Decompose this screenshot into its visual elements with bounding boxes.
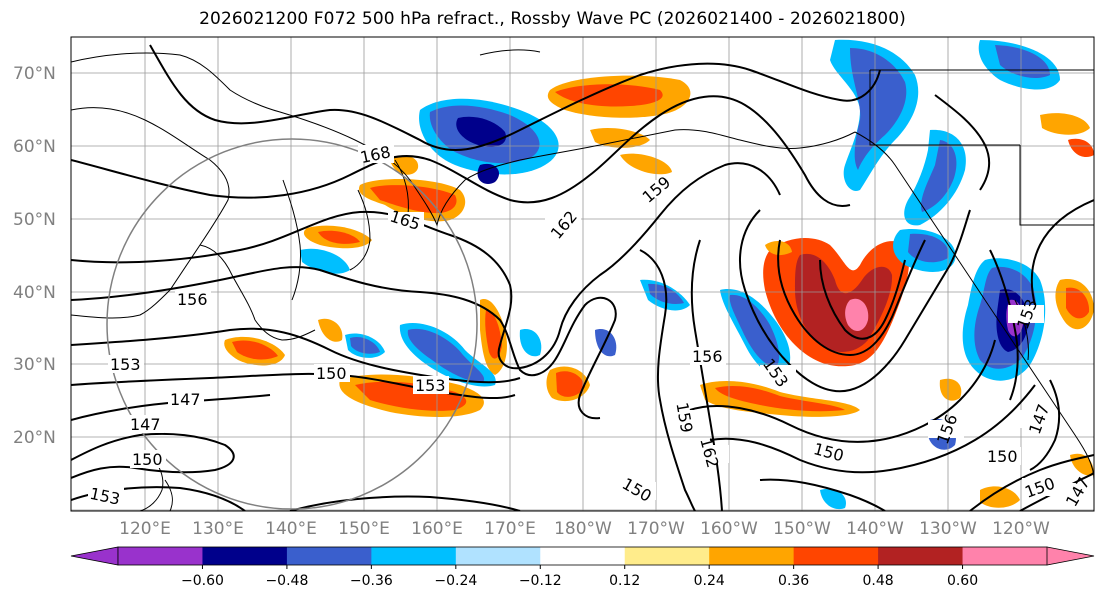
map-frame-bg <box>71 37 1094 511</box>
colorbar-segment <box>709 547 795 565</box>
lat-label: 30°N <box>13 355 56 375</box>
colorbar-segment <box>962 547 1048 565</box>
lon-labels: 120°E 130°E 140°E 150°E 160°E 170°E 180°… <box>119 519 1050 539</box>
contour-label: 153 <box>415 376 446 395</box>
colorbar-segment <box>371 547 457 565</box>
contour-label: 150 <box>316 364 347 383</box>
colorbar-segment <box>202 547 288 565</box>
colorbar-tick-label: −0.36 <box>350 573 393 589</box>
contour-label: 153 <box>110 355 141 374</box>
colorbar-segment <box>878 547 964 565</box>
contour-label: 156 <box>692 347 723 366</box>
lon-label: 140°W <box>846 519 904 539</box>
great-circle <box>106 138 478 510</box>
map-title: 2026021200 F072 500 hPa refract., Rossby… <box>199 9 906 29</box>
map-frame <box>70 36 1095 512</box>
lat-label: 60°N <box>13 137 56 157</box>
lon-label: 120°E <box>119 519 171 539</box>
lon-label: 150°W <box>773 519 831 539</box>
colorbar-border <box>117 546 1048 566</box>
contour-label: 147 <box>130 415 161 434</box>
lat-label: 20°N <box>13 428 56 448</box>
colorbar-segment <box>286 547 372 565</box>
lon-label: 170°E <box>484 519 536 539</box>
colorbar-tick-label: 0.12 <box>609 573 640 589</box>
lat-labels: 70°N 60°N 50°N 40°N 30°N 20°N <box>13 64 56 448</box>
lon-label: 130°E <box>192 519 244 539</box>
lat-label: 40°N <box>13 283 56 303</box>
lon-label: 150°E <box>338 519 390 539</box>
colorbar-segment <box>540 547 626 565</box>
lon-label: 140°E <box>265 519 317 539</box>
colorbar-segment <box>118 547 203 565</box>
lon-label: 160°E <box>411 519 463 539</box>
lon-label: 170°W <box>627 519 685 539</box>
lon-label: 130°W <box>919 519 977 539</box>
colorbar-segment <box>455 547 541 565</box>
colorbar-tick-label: −0.12 <box>519 573 562 589</box>
colorbar-extend-high <box>1046 546 1095 566</box>
colorbar: −0.60 −0.48 −0.36 −0.24 −0.12 0.12 0.24 0.36 0.4… <box>70 546 1095 589</box>
lat-label: 70°N <box>13 64 56 84</box>
contour-label: 147 <box>170 390 201 409</box>
colorbar-segment <box>624 547 710 565</box>
colorbar-tick-label: −0.24 <box>434 573 477 589</box>
lon-label: 160°W <box>700 519 758 539</box>
colorbar-tick-label: 0.36 <box>778 573 809 589</box>
colorbar-tick-label: 0.60 <box>947 573 978 589</box>
colorbar-segment <box>793 547 879 565</box>
map-layers <box>71 37 1094 511</box>
lon-label: 180°W <box>554 519 612 539</box>
height-contours <box>71 44 1094 511</box>
colorbar-tick-label: −0.60 <box>181 573 224 589</box>
lon-label: 120°W <box>992 519 1050 539</box>
contour-label: 156 <box>177 290 208 309</box>
colorbar-tick-label: 0.48 <box>863 573 894 589</box>
colorbar-tick-label: −0.48 <box>265 573 308 589</box>
colorbar-tick-label: 0.24 <box>694 573 725 589</box>
contour-label: 150 <box>987 447 1018 466</box>
lat-label: 50°N <box>13 210 56 230</box>
colorbar-extend-low <box>70 546 119 566</box>
contour-label: 150 <box>132 450 163 469</box>
